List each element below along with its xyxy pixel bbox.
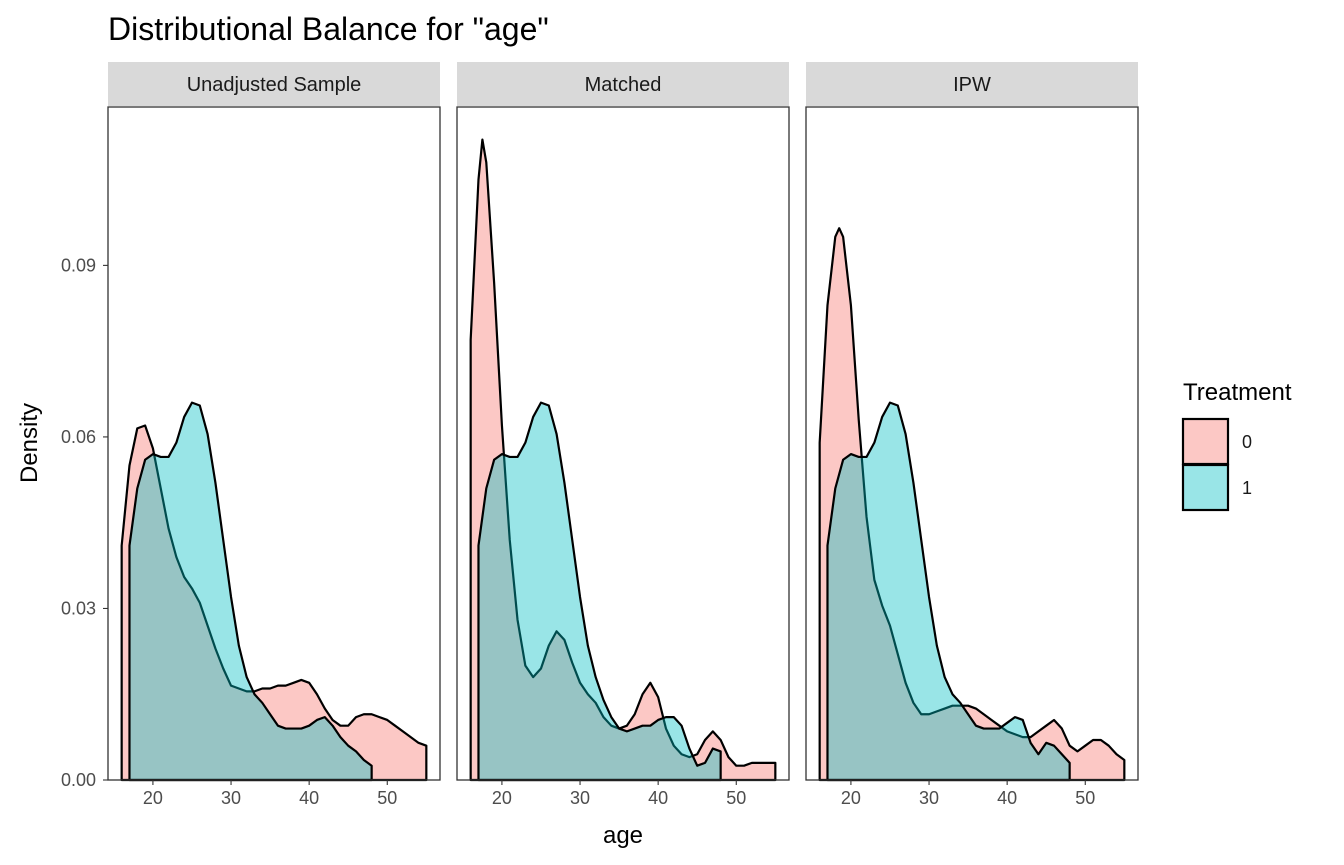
panel-border [456,106,790,781]
density-area-treatment-1 [477,401,722,782]
y-axis: 0.00 0.03 0.06 0.09 [61,255,108,790]
x-tick-label: 30 [221,788,241,808]
panel-background [108,107,440,780]
legend: Treatment 0 1 [1181,379,1292,512]
x-tick-label: 20 [492,788,512,808]
y-tick-label: 0.06 [61,427,96,447]
density-area-treatment-0 [818,227,1126,782]
facet-strip-label: Unadjusted Sample [187,74,362,96]
facet-strip-label: Matched [585,74,662,96]
panel-border [805,106,1139,781]
facet-panel: Matched 20 30 40 50 [456,62,790,808]
x-tick-label: 40 [997,788,1017,808]
x-tick-label: 30 [919,788,939,808]
facet-panel: Unadjusted Sample 20 30 40 50 [107,62,441,808]
legend-key-1 [1181,463,1230,512]
x-tick-label: 50 [726,788,746,808]
legend-label-0: 0 [1242,432,1252,452]
x-tick-label: 20 [143,788,163,808]
density-area-treatment-1 [826,401,1071,782]
x-tick-label: 20 [841,788,861,808]
facet-panels: Unadjusted Sample 20 30 40 50 Matched 20 30 40 50… [107,62,1139,808]
panel-border [107,106,441,781]
y-tick-label: 0.00 [61,770,96,790]
x-tick-label: 30 [570,788,590,808]
facet-strip [457,62,789,106]
x-tick-label: 50 [377,788,397,808]
panel-background [457,107,789,780]
facet-strip [806,62,1138,106]
legend-key-0 [1181,417,1230,466]
y-tick-label: 0.03 [61,598,96,618]
facet-panel: IPW 20 30 40 50 [805,62,1139,808]
legend-label-1: 1 [1242,478,1252,498]
density-area-treatment-0 [120,424,428,782]
x-tick-label: 50 [1075,788,1095,808]
x-axis-title: age [603,822,643,849]
y-axis-title: Density [16,403,43,483]
y-tick-label: 0.09 [61,255,96,275]
chart-title: Distributional Balance for "age" [108,11,549,47]
x-tick-label: 40 [648,788,668,808]
facet-strip-label: IPW [953,74,991,96]
legend-title: Treatment [1183,379,1292,406]
x-tick-label: 40 [299,788,319,808]
density-area-treatment-0 [469,138,777,782]
density-area-treatment-1 [128,401,373,782]
facet-strip [108,62,440,106]
